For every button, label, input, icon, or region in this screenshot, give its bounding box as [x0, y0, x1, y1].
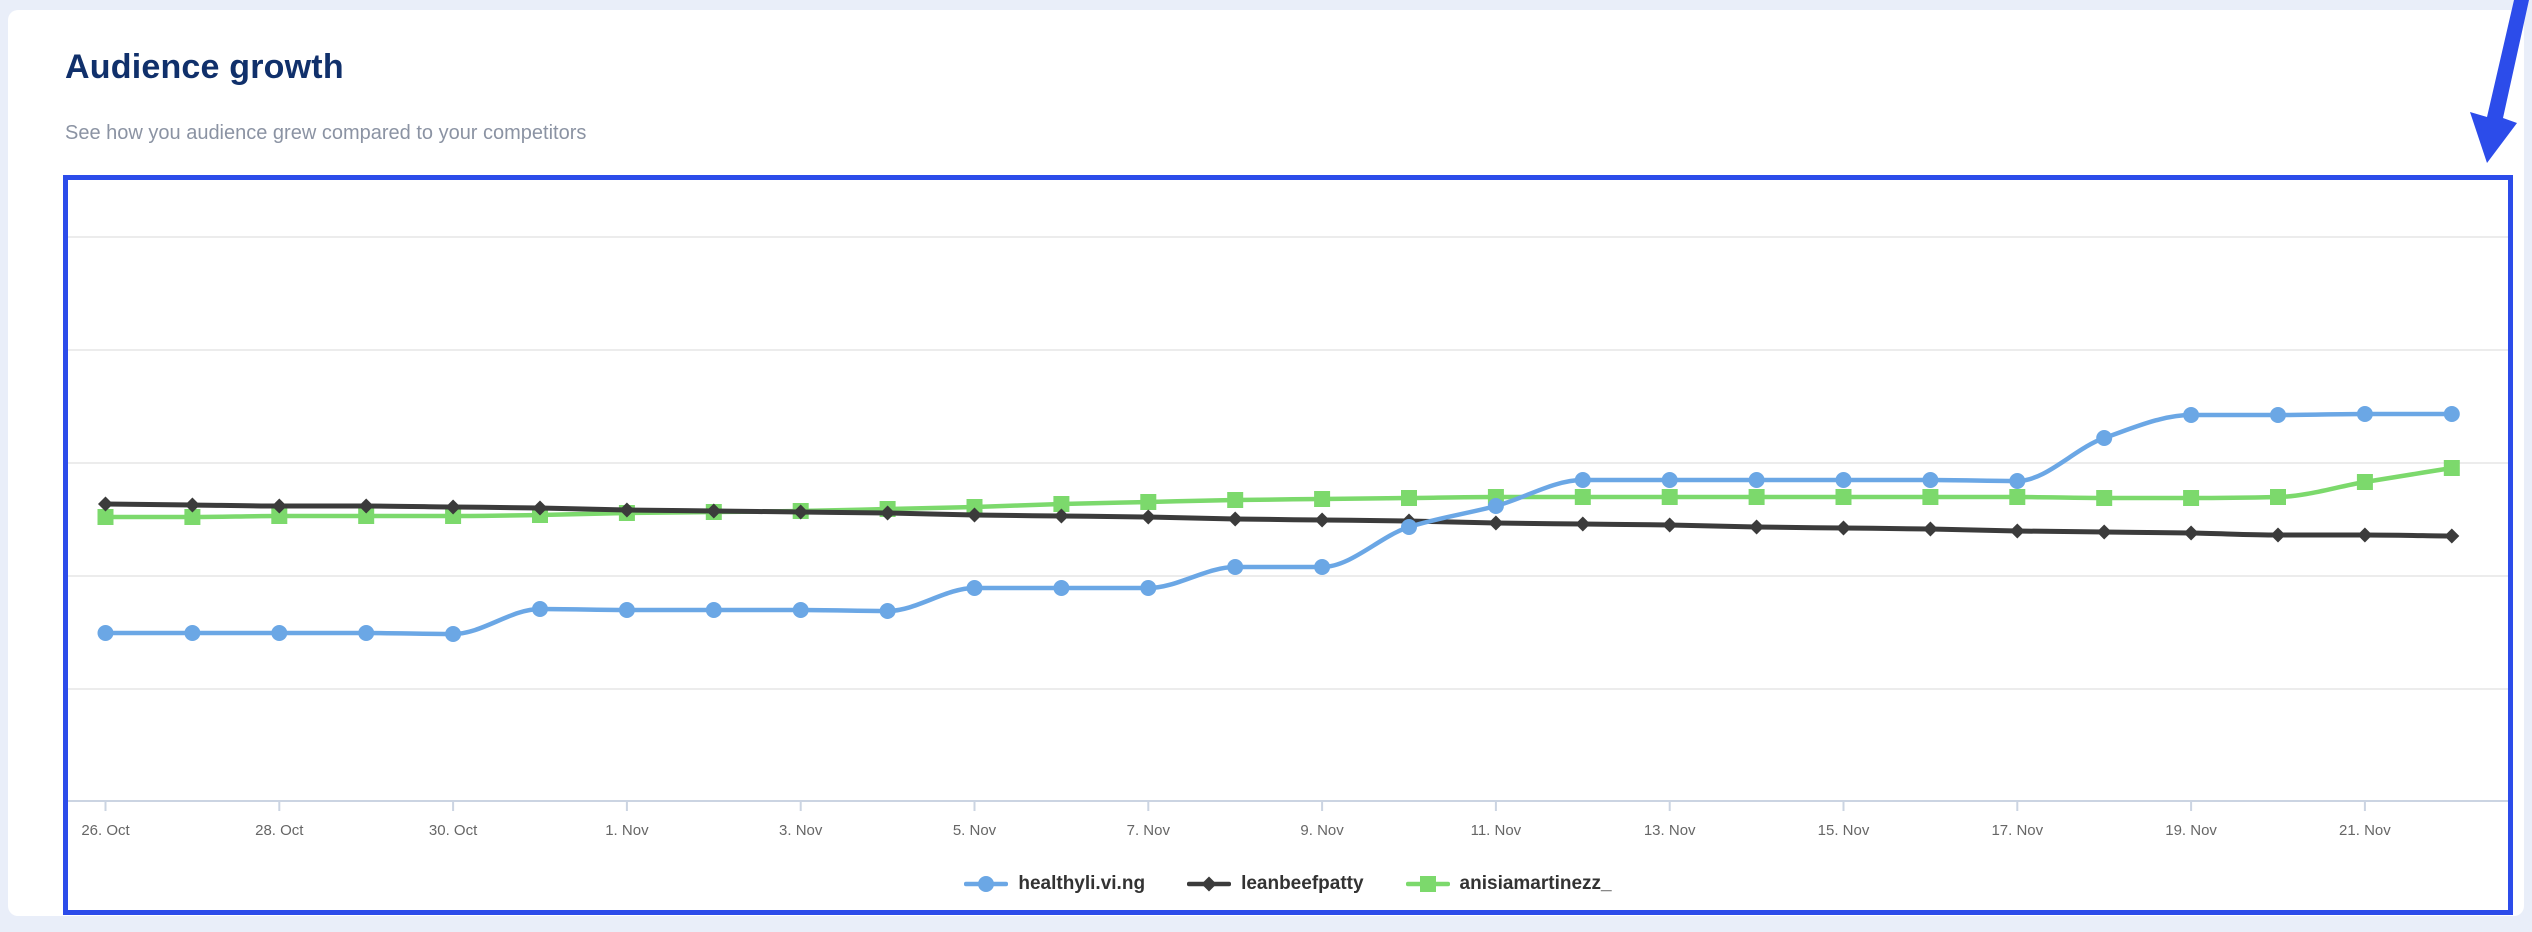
- x-axis-label: 28. Oct: [255, 822, 304, 839]
- legend-item-healthyli.vi.ng[interactable]: healthyli.vi.ng: [964, 872, 1145, 896]
- x-axis-label: 11. Nov: [1471, 822, 1522, 839]
- legend-item-leanbeefpatty[interactable]: leanbeefpatty: [1187, 872, 1364, 896]
- legend-label: healthyli.vi.ng: [1018, 873, 1146, 894]
- legend-square-icon: [1405, 876, 1450, 892]
- x-axis-label: 15. Nov: [1818, 822, 1870, 839]
- legend-circle-icon: [964, 876, 1009, 892]
- legend-label: leanbeefpatty: [1241, 873, 1364, 894]
- page-title: Audience growth: [65, 48, 344, 86]
- x-axis-label: 7. Nov: [1127, 822, 1171, 839]
- legend-label: anisiamartinezz_: [1459, 873, 1612, 894]
- page-subtitle: See how you audience grew compared to yo…: [65, 122, 587, 144]
- series-leanbeefpatty[interactable]: [98, 496, 2460, 544]
- x-axis-label: 21. Nov: [2339, 822, 2391, 839]
- series-healthyli.vi.ng[interactable]: [97, 406, 2460, 642]
- audience-growth-chart-highlight-box: 26. Oct 28. Oct 30. Oct 1. Nov 3. Nov 5. Nov 7…: [63, 175, 2513, 915]
- legend-diamond-icon: [1187, 876, 1232, 892]
- x-axis-label: 17. Nov: [1991, 822, 2043, 839]
- x-axis-label: 26. Oct: [81, 822, 130, 839]
- x-axis-label: 30. Oct: [429, 822, 478, 839]
- legend-item-anisiamartinezz_[interactable]: anisiamartinezz_: [1405, 872, 1612, 896]
- audience-growth-chart[interactable]: 26. Oct 28. Oct 30. Oct 1. Nov 3. Nov 5. Nov 7…: [68, 180, 2508, 910]
- x-axis-label: 19. Nov: [2165, 822, 2217, 839]
- x-axis-label: 5. Nov: [953, 822, 997, 839]
- series-anisiamartinezz_[interactable]: [97, 460, 2460, 525]
- x-axis-label: 9. Nov: [1300, 822, 1344, 839]
- x-axis-label: 3. Nov: [779, 822, 823, 839]
- audience-growth-card: Audience growth See how you audience gre…: [8, 10, 2524, 916]
- x-axis-label: 13. Nov: [1644, 822, 1696, 839]
- x-axis-label: 1. Nov: [605, 822, 649, 839]
- chart-legend: healthyli.vi.ng leanbeefpatty anisiamartin…: [68, 872, 2508, 896]
